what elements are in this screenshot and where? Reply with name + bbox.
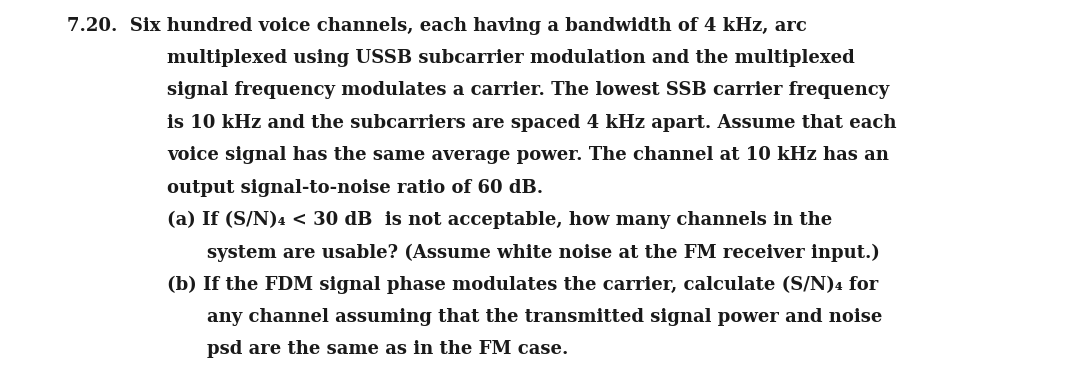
Text: voice signal has the same average power. The channel at 10 kHz has an: voice signal has the same average power.… <box>167 146 889 164</box>
Text: (b) If the FDM signal phase modulates the carrier, calculate (S/N)₄ for: (b) If the FDM signal phase modulates th… <box>167 276 879 294</box>
Text: psd are the same as in the FM case.: psd are the same as in the FM case. <box>207 340 569 358</box>
Text: any channel assuming that the transmitted signal power and noise: any channel assuming that the transmitte… <box>207 308 882 326</box>
Text: is 10 kHz and the subcarriers are spaced 4 kHz apart. Assume that each: is 10 kHz and the subcarriers are spaced… <box>167 114 896 132</box>
Text: signal frequency modulates a carrier. The lowest SSB carrier frequency: signal frequency modulates a carrier. Th… <box>167 81 890 99</box>
Text: output signal-to-noise ratio of 60 dB.: output signal-to-noise ratio of 60 dB. <box>167 179 543 196</box>
Text: system are usable? (Assume white noise at the FM receiver input.): system are usable? (Assume white noise a… <box>207 243 880 262</box>
Text: (a) If (S/N)₄ < 30 dB  is not acceptable, how many channels in the: (a) If (S/N)₄ < 30 dB is not acceptable,… <box>167 211 833 229</box>
Text: multiplexed using USSB subcarrier modulation and the multiplexed: multiplexed using USSB subcarrier modula… <box>167 49 855 67</box>
Text: 7.20.  Six hundred voice channels, each having a bandwidth of 4 kHz, arc: 7.20. Six hundred voice channels, each h… <box>67 17 807 35</box>
